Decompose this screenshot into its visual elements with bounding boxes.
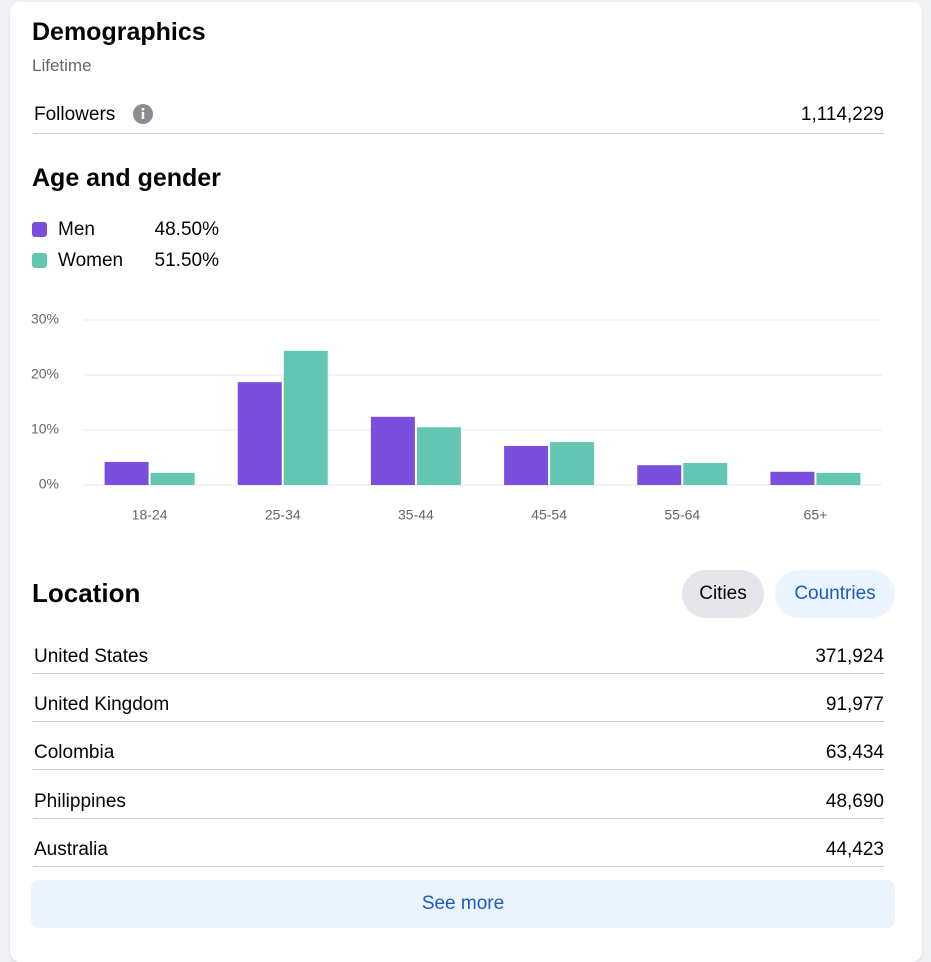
followers-label: Followers [34, 104, 116, 125]
country-name: United Kingdom [34, 694, 170, 716]
country-value: 91,977 [825, 694, 884, 716]
x-tick-label: 18-24 [132, 507, 168, 523]
legend-label: Men [58, 219, 95, 240]
country-value: 371,924 [815, 646, 884, 667]
bar [150, 472, 195, 485]
y-tick-label: 30% [31, 311, 59, 327]
bar [637, 465, 682, 485]
legend-share: 48.50% [154, 219, 219, 240]
legend-swatch [32, 222, 47, 237]
legend-swatch [32, 253, 47, 268]
divider [33, 817, 884, 819]
country-name: United States [34, 646, 149, 667]
divider [33, 769, 884, 771]
country-value: 63,434 [825, 742, 884, 764]
bar [104, 461, 149, 485]
divider [33, 865, 884, 867]
subtitle: Lifetime [32, 56, 92, 75]
x-tick-label: 35-44 [398, 507, 434, 523]
y-tick-label: 10% [31, 421, 59, 437]
followers-value: 1,114,229 [800, 104, 884, 125]
divider [33, 721, 884, 723]
country-value: 48,690 [825, 790, 884, 812]
bar [237, 382, 282, 485]
bar [370, 416, 415, 485]
bar [683, 463, 728, 485]
y-tick-label: 0% [39, 476, 59, 492]
title: Demographics [32, 18, 206, 46]
chart: 0% 10% 20% 30% 18-24 25-34 35-44 45-54 55-64 65+ [31, 311, 882, 523]
bar [283, 350, 328, 485]
bar [550, 442, 595, 485]
x-tick-label: 65+ [804, 507, 828, 523]
divider [33, 673, 884, 674]
legend-share: 51.50% [154, 250, 219, 271]
section-title: Location [32, 578, 141, 608]
country-name: Colombia [34, 742, 115, 764]
tab-button[interactable]: Countries [775, 570, 895, 618]
section-title: Age and gender [32, 164, 221, 192]
country-value: 44,423 [825, 838, 884, 860]
tab-button[interactable]: Cities [682, 570, 764, 618]
bar [770, 471, 815, 485]
legend-label: Women [58, 250, 124, 271]
x-tick-label: 55-64 [664, 507, 700, 523]
info-icon[interactable] [132, 103, 154, 125]
country-name: Australia [34, 838, 108, 860]
x-tick-label: 45-54 [531, 507, 567, 523]
divider [33, 133, 884, 134]
y-tick-label: 20% [31, 366, 59, 382]
bar [504, 445, 549, 485]
see-more-button[interactable]: See more [31, 880, 895, 928]
country-name: Philippines [34, 790, 126, 812]
bar [416, 427, 461, 485]
bar [816, 472, 861, 485]
x-tick-label: 25-34 [265, 507, 301, 523]
